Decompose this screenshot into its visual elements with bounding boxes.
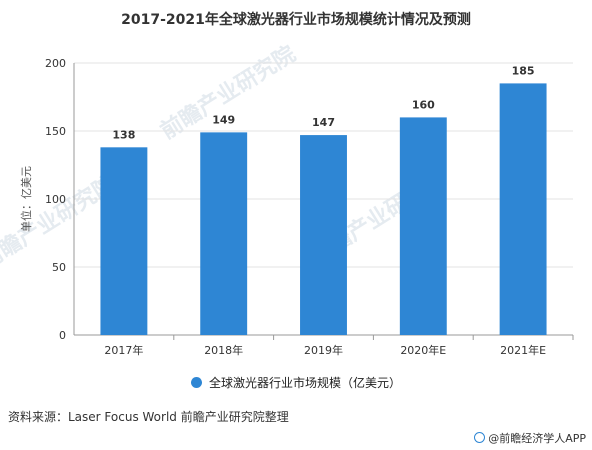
brand-ring-icon [474,432,486,443]
source-note: 资料来源：Laser Focus World 前瞻产业研究院整理 [8,410,289,424]
legend-marker [190,377,202,388]
data-label-0: 138 [112,128,135,141]
data-label-2: 147 [312,116,335,129]
bar-3 [399,117,447,336]
y-axis-label: 单位：亿美元 [19,166,33,232]
footer-brand: @前瞻经济学人APP [474,430,586,446]
y-tick-label-200: 200 [45,57,66,70]
x-tick-label-4: 2021年E [500,343,546,357]
bar-1 [200,132,248,335]
data-label-3: 160 [412,98,435,111]
x-tick-label-3: 2020年E [400,343,446,357]
data-labels: 138 149 147 160 185 [112,64,534,141]
data-label-1: 149 [212,113,235,126]
data-label-4: 185 [512,64,535,77]
bar-4 [499,83,547,336]
bar-2 [300,135,347,335]
legend: 全球激光器行业市场规模（亿美元） [0,374,592,391]
bar-0 [100,147,148,335]
bars [100,83,547,336]
bar-chart: 138 149 147 160 185 0 50 100 150 200 2017年 2018年 20… [19,57,574,357]
x-tick-label-1: 2018年 [204,343,243,357]
y-tick-label-150: 150 [45,125,66,138]
footer-brand-text: @前瞻经济学人APP [488,432,586,445]
chart-title: 2017-2021年全球激光器行业市场规模统计情况及预测 [121,12,471,28]
legend-label: 全球激光器行业市场规模（亿美元） [208,376,401,390]
x-tick-label-0: 2017年 [104,343,143,357]
y-tick-label-0: 0 [59,329,66,342]
tick-labels: 0 50 100 150 200 2017年 2018年 2019年 2020年E 2021年E [45,57,546,357]
x-tick-label-2: 2019年 [304,343,343,357]
y-tick-label-50: 50 [52,261,66,274]
y-tick-label-100: 100 [45,193,66,206]
